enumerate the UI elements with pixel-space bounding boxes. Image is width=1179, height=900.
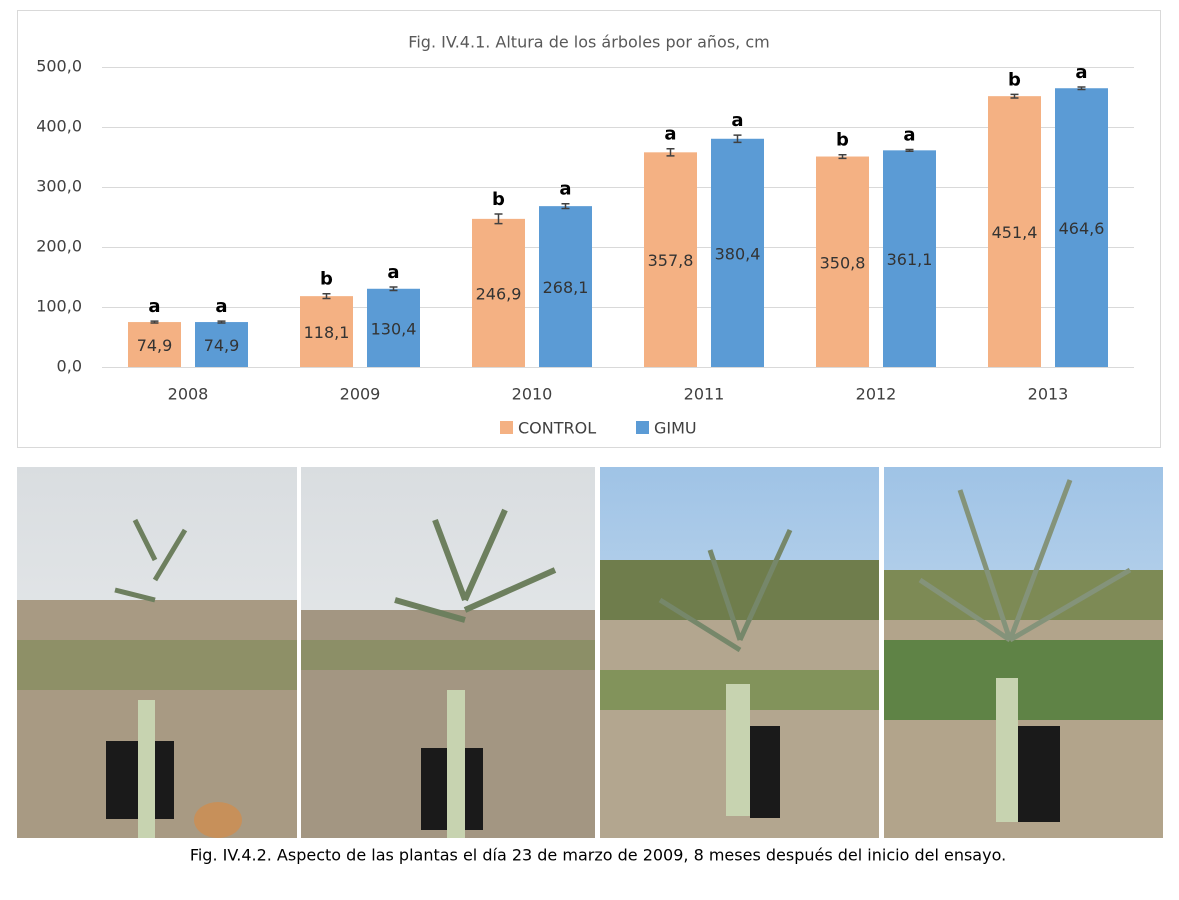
- error-bar: [1077, 86, 1086, 91]
- photos: [17, 467, 1163, 838]
- value-label: 246,9: [476, 284, 522, 303]
- value-label: 268,1: [543, 278, 589, 297]
- photo: [301, 467, 595, 838]
- y-tick-label: 300,0: [36, 177, 82, 196]
- error-bar: [322, 292, 331, 300]
- value-label: 118,1: [304, 323, 350, 342]
- bar: [1055, 88, 1108, 368]
- legend-label: CONTROL: [518, 419, 596, 438]
- bar: [883, 150, 936, 367]
- significance-letter: a: [1075, 62, 1087, 83]
- significance-letter: a: [664, 124, 676, 145]
- significance-letter: a: [148, 296, 160, 317]
- value-label: 357,8: [648, 251, 694, 270]
- y-tick-label: 100,0: [36, 297, 82, 316]
- x-tick-label: 2013: [1028, 385, 1069, 404]
- bar: [472, 218, 525, 367]
- x-tick-label: 2011: [684, 385, 725, 404]
- x-tick-label: 2012: [856, 385, 897, 404]
- significance-letter: a: [559, 179, 571, 200]
- bar: [816, 156, 869, 367]
- significance-letter: a: [903, 124, 915, 145]
- significance-letter: b: [320, 269, 333, 290]
- bar: [128, 322, 181, 367]
- legend-swatch: [500, 421, 513, 434]
- error-bar: [1010, 93, 1019, 99]
- value-label: 74,9: [137, 336, 173, 355]
- significance-letter: a: [387, 262, 399, 283]
- error-bar: [389, 286, 398, 292]
- x-tick-label: 2009: [340, 385, 381, 404]
- x-tick-label: 2010: [512, 385, 553, 404]
- bar: [988, 96, 1041, 367]
- significance-letter: a: [215, 296, 227, 317]
- significance-letter: b: [1008, 69, 1021, 90]
- significance-letter: a: [731, 110, 743, 131]
- error-bar: [733, 134, 742, 144]
- bar: [539, 206, 592, 367]
- photo: [884, 467, 1163, 838]
- value-label: 380,4: [715, 244, 761, 263]
- value-label: 451,4: [992, 223, 1038, 242]
- value-label: 464,6: [1059, 219, 1105, 238]
- chart-title: Fig. IV.4.1. Altura de los árboles por a…: [408, 33, 769, 52]
- legend-swatch: [636, 421, 649, 434]
- bar: [195, 322, 248, 367]
- error-bar: [838, 153, 847, 160]
- error-bar: [666, 147, 675, 157]
- value-label: 350,8: [820, 253, 866, 272]
- value-label: 130,4: [371, 319, 417, 338]
- x-tick-label: 2008: [168, 385, 209, 404]
- error-bar: [561, 202, 570, 210]
- bar: [300, 296, 353, 367]
- y-tick-label: 500,0: [36, 57, 82, 76]
- error-bar: [905, 148, 914, 152]
- significance-letter: b: [492, 189, 505, 210]
- value-label: 361,1: [887, 250, 933, 269]
- bar: [367, 288, 420, 367]
- error-bar: [217, 320, 226, 324]
- significance-letter: b: [836, 130, 849, 151]
- error-bar: [150, 320, 159, 324]
- figure-caption: Fig. IV.4.2. Aspecto de las plantas el d…: [190, 846, 1006, 865]
- photo: [600, 467, 879, 838]
- bar: [644, 152, 697, 367]
- legend-label: GIMU: [654, 419, 697, 438]
- y-tick-label: 400,0: [36, 117, 82, 136]
- bar: [711, 138, 764, 367]
- y-tick-label: 200,0: [36, 237, 82, 256]
- photo: [17, 467, 297, 838]
- error-bar: [494, 213, 503, 225]
- value-label: 74,9: [204, 336, 240, 355]
- y-tick-label: 0,0: [57, 357, 82, 376]
